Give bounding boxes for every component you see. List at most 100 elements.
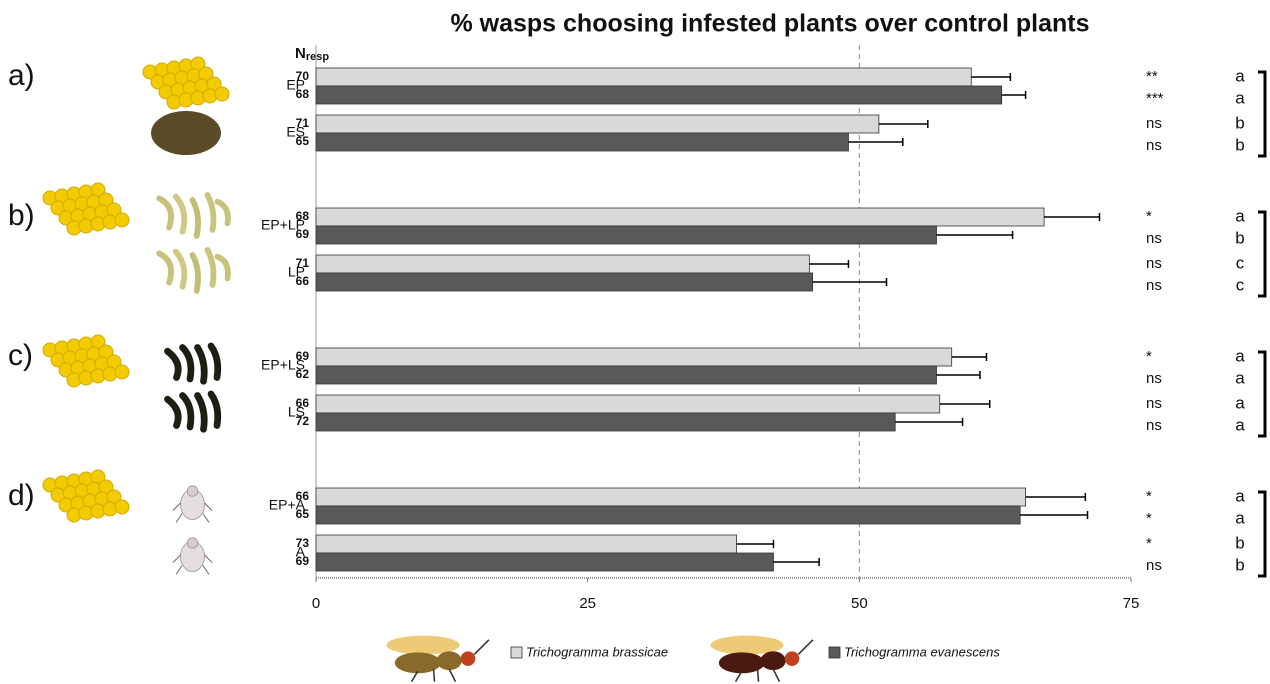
n-label: 71 xyxy=(296,256,310,270)
x-tick-label: 50 xyxy=(851,595,868,612)
significance: ns xyxy=(1146,137,1162,154)
group-letter: b xyxy=(1235,228,1244,247)
error-bar xyxy=(936,231,1014,239)
bar xyxy=(315,67,972,87)
error-bar xyxy=(848,138,904,146)
error-bar xyxy=(1025,493,1087,501)
bar xyxy=(315,207,1045,227)
significance: ns xyxy=(1146,417,1162,434)
category-label: EP+A xyxy=(269,497,306,513)
n-header-main: N xyxy=(295,45,306,62)
larvae-icon xyxy=(159,250,228,291)
x-tick-label: 25 xyxy=(579,595,596,612)
n-label: 69 xyxy=(296,554,310,568)
significance: ns xyxy=(1146,370,1162,387)
bar xyxy=(315,272,814,292)
chart-title: % wasps choosing infested plants over co… xyxy=(450,10,1089,38)
significance: ns xyxy=(1146,395,1162,412)
n-label: 71 xyxy=(296,116,310,130)
significance: * xyxy=(1146,488,1152,505)
group-letter: a xyxy=(1235,508,1245,527)
n-header-sub: resp xyxy=(306,51,330,63)
larvae-icon xyxy=(168,346,218,381)
category-label: EP xyxy=(286,77,305,93)
category-label: EP+LS xyxy=(261,357,305,373)
n-label: 68 xyxy=(296,209,310,223)
error-bar xyxy=(812,278,888,286)
group-letter: b xyxy=(1235,555,1244,574)
significance: * xyxy=(1146,208,1152,225)
n-label: 72 xyxy=(296,414,310,428)
eggs-icon xyxy=(142,56,230,110)
n-label: 66 xyxy=(296,489,310,503)
group-letter: a xyxy=(1235,66,1245,85)
error-bar xyxy=(736,540,775,548)
error-bar xyxy=(773,558,820,566)
aphid-icon xyxy=(172,537,213,576)
error-bar xyxy=(1001,91,1027,99)
sterile-eggs-icon xyxy=(151,111,221,155)
error-bar xyxy=(895,418,964,426)
group-letter: a xyxy=(1235,486,1245,505)
significance: ns xyxy=(1146,255,1162,272)
significance: *** xyxy=(1146,90,1164,107)
n-label: 69 xyxy=(296,349,310,363)
error-bar xyxy=(809,260,850,268)
panel-label: c) xyxy=(8,339,33,372)
panel-label: a) xyxy=(8,59,35,92)
significance: * xyxy=(1146,348,1152,365)
legend-swatch xyxy=(510,646,523,659)
bracket xyxy=(1258,210,1267,298)
bar xyxy=(315,487,1026,507)
significance: ns xyxy=(1146,230,1162,247)
group-letter: a xyxy=(1235,206,1245,225)
bar xyxy=(315,347,953,367)
x-tick-label: 75 xyxy=(1123,595,1140,612)
x-tick-label: 0 xyxy=(312,595,320,612)
group-letter: b xyxy=(1235,135,1244,154)
bar xyxy=(315,114,880,134)
bracket xyxy=(1258,490,1267,578)
group-letter: a xyxy=(1235,368,1245,387)
error-bar xyxy=(971,73,1012,81)
larvae-icon xyxy=(159,195,228,236)
bracket xyxy=(1258,70,1267,158)
n-label: 66 xyxy=(296,396,310,410)
category-label: LP xyxy=(288,264,305,280)
error-bar xyxy=(951,353,988,361)
panel-label: b) xyxy=(8,199,35,232)
bar xyxy=(315,365,937,385)
group-letter: b xyxy=(1235,113,1244,132)
group-letter: a xyxy=(1235,88,1245,107)
error-bar xyxy=(939,400,991,408)
bar xyxy=(315,225,937,245)
significance: ns xyxy=(1146,115,1162,132)
group-letter: a xyxy=(1235,346,1245,365)
group-letter: c xyxy=(1236,275,1245,294)
n-label: 73 xyxy=(296,536,310,550)
n-label: 69 xyxy=(296,227,310,241)
panel-label: d) xyxy=(8,479,35,512)
eggs-icon xyxy=(42,334,130,388)
error-bar xyxy=(878,120,929,128)
legend-label: Trichogramma evanescens xyxy=(844,644,1000,659)
category-label: A xyxy=(296,544,306,560)
significance: ** xyxy=(1146,68,1158,85)
n-header: Nresp xyxy=(295,45,329,63)
n-label: 65 xyxy=(296,134,310,148)
bar xyxy=(315,552,774,572)
n-label: 62 xyxy=(296,367,310,381)
group-letter: a xyxy=(1235,393,1245,412)
eggs-icon xyxy=(42,182,130,236)
n-label: 66 xyxy=(296,274,310,288)
eggs-icon xyxy=(42,469,130,523)
bar xyxy=(315,85,1003,105)
bar xyxy=(315,505,1021,525)
significance: ns xyxy=(1146,277,1162,294)
aphid-icon xyxy=(172,485,213,524)
significance: * xyxy=(1146,535,1152,552)
category-label: LS xyxy=(288,404,305,420)
group-letter: c xyxy=(1236,253,1245,272)
n-label: 68 xyxy=(296,87,310,101)
category-label: ES xyxy=(286,124,305,140)
